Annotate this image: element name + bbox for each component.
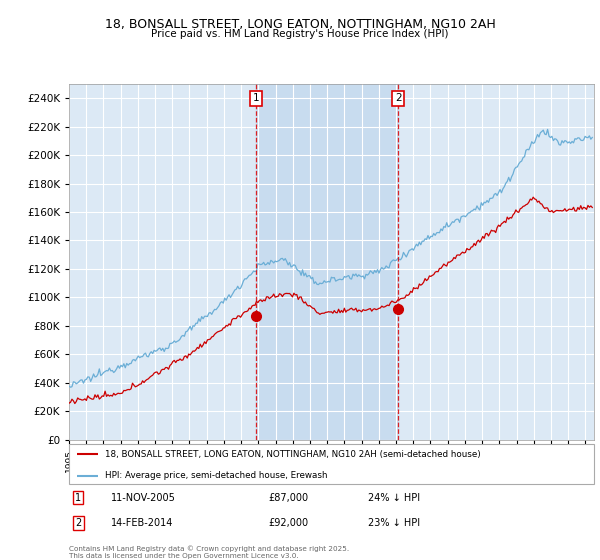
Text: 18, BONSALL STREET, LONG EATON, NOTTINGHAM, NG10 2AH: 18, BONSALL STREET, LONG EATON, NOTTINGH… <box>104 18 496 31</box>
Text: Contains HM Land Registry data © Crown copyright and database right 2025.
This d: Contains HM Land Registry data © Crown c… <box>69 545 349 559</box>
Text: 24% ↓ HPI: 24% ↓ HPI <box>368 492 421 502</box>
Text: 11-NOV-2005: 11-NOV-2005 <box>111 492 176 502</box>
Text: HPI: Average price, semi-detached house, Erewash: HPI: Average price, semi-detached house,… <box>105 471 327 480</box>
Text: 1: 1 <box>76 492 82 502</box>
Text: 14-FEB-2014: 14-FEB-2014 <box>111 518 173 528</box>
Text: 1: 1 <box>253 93 259 103</box>
Text: £87,000: £87,000 <box>269 492 308 502</box>
Text: 18, BONSALL STREET, LONG EATON, NOTTINGHAM, NG10 2AH (semi-detached house): 18, BONSALL STREET, LONG EATON, NOTTINGH… <box>105 450 481 459</box>
Bar <box>256 84 398 440</box>
Text: 2: 2 <box>395 93 401 103</box>
Text: Price paid vs. HM Land Registry's House Price Index (HPI): Price paid vs. HM Land Registry's House … <box>151 29 449 39</box>
Text: 23% ↓ HPI: 23% ↓ HPI <box>368 518 421 528</box>
Text: 2: 2 <box>76 518 82 528</box>
Text: £92,000: £92,000 <box>269 518 308 528</box>
FancyBboxPatch shape <box>69 444 594 484</box>
